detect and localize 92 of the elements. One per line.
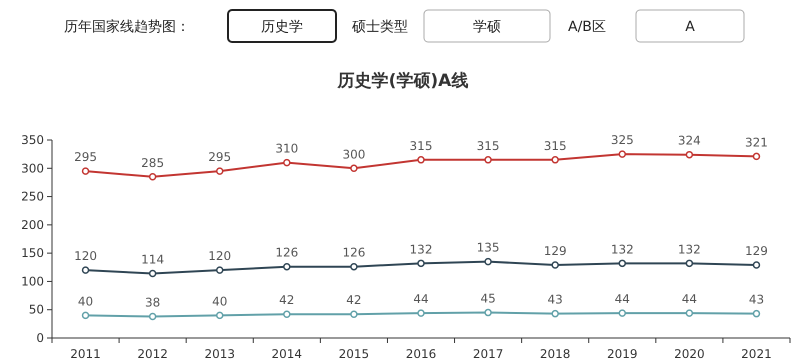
data-label: 126 (275, 246, 298, 260)
data-label: 310 (275, 142, 298, 156)
point (417, 309, 425, 317)
point (417, 260, 425, 268)
point (283, 310, 291, 318)
data-label: 129 (544, 244, 567, 258)
point (686, 260, 694, 268)
point (148, 312, 156, 320)
point (82, 312, 90, 320)
point (752, 310, 760, 318)
point (216, 266, 224, 274)
y-tick-label: 0 (36, 331, 44, 345)
x-tick-label: 2014 (272, 347, 302, 361)
point (350, 262, 358, 270)
x-tick-label: 2012 (137, 347, 168, 361)
data-label: 126 (342, 246, 366, 260)
text: 硕士类型 (351, 19, 408, 35)
point (618, 260, 626, 268)
point (618, 309, 626, 317)
y-tick-label: 350 (21, 133, 44, 147)
point (484, 308, 492, 316)
text: A (685, 19, 696, 35)
data-label: 315 (544, 138, 567, 153)
data-label: 135 (476, 240, 500, 255)
data-label: 285 (141, 156, 164, 170)
point (752, 152, 760, 160)
x-tick-label: 2018 (540, 347, 570, 361)
data-label: 325 (610, 133, 634, 148)
x-tick-label: 2015 (338, 347, 370, 361)
point (82, 167, 90, 175)
chart-title: 历史学(学硕)A线 (336, 71, 468, 91)
point (148, 173, 156, 181)
point (216, 312, 224, 320)
y-tick-label: 150 (21, 246, 44, 260)
data-label: 44 (682, 292, 698, 306)
data-label: 42 (346, 293, 362, 308)
point (551, 156, 559, 164)
point (686, 150, 694, 158)
x-tick-label: 2011 (70, 347, 101, 361)
point (618, 150, 626, 158)
point (216, 167, 224, 175)
point (551, 310, 559, 318)
x-tick-label: 2017 (472, 347, 504, 361)
data-label: 120 (208, 249, 232, 264)
text: 历史学 (261, 19, 303, 35)
point (82, 266, 90, 274)
y-tick-label: 300 (21, 161, 44, 176)
point (686, 309, 694, 317)
data-label: 40 (78, 294, 94, 308)
y-tick-label: 50 (28, 302, 44, 317)
y-tick-label: 200 (21, 218, 44, 232)
data-label: 38 (144, 296, 160, 310)
point (551, 261, 559, 269)
point (484, 156, 492, 164)
point (283, 262, 291, 270)
point (417, 156, 425, 164)
data-label: 45 (480, 292, 496, 306)
text: A/B区 (568, 19, 606, 35)
data-label: 132 (610, 242, 634, 256)
data-label: 132 (410, 242, 432, 256)
x-tick-label: 2020 (674, 347, 705, 361)
data-label: 324 (678, 134, 701, 148)
y-tick-label: 250 (21, 190, 44, 204)
data-label: 42 (279, 293, 294, 308)
data-label: 315 (410, 138, 432, 153)
data-label: 300 (342, 147, 366, 162)
data-label: 321 (745, 135, 768, 150)
data-label: 44 (413, 292, 429, 306)
x-tick-label: 2016 (406, 347, 436, 361)
data-label: 315 (476, 138, 500, 153)
data-label: 44 (614, 292, 630, 306)
data-label: 114 (141, 252, 164, 267)
x-tick-label: 2013 (204, 347, 235, 361)
x-tick-label: 2019 (607, 347, 638, 361)
data-label: 295 (208, 150, 232, 164)
text: 历年国家线趋势图： (64, 19, 190, 35)
data-label: 40 (212, 294, 228, 308)
point (350, 310, 358, 318)
data-label: 295 (74, 150, 97, 164)
data-label: 43 (748, 292, 764, 307)
data-label: 129 (745, 244, 768, 258)
point (484, 258, 492, 266)
y-tick-label: 100 (21, 274, 44, 288)
point (752, 261, 760, 269)
point (148, 270, 156, 278)
text: 学硕 (473, 19, 501, 35)
point (350, 164, 358, 172)
data-label: 132 (678, 242, 701, 256)
data-label: 120 (74, 249, 97, 264)
data-label: 43 (548, 292, 563, 307)
point (283, 158, 291, 166)
x-tick-label: 2021 (741, 347, 772, 361)
